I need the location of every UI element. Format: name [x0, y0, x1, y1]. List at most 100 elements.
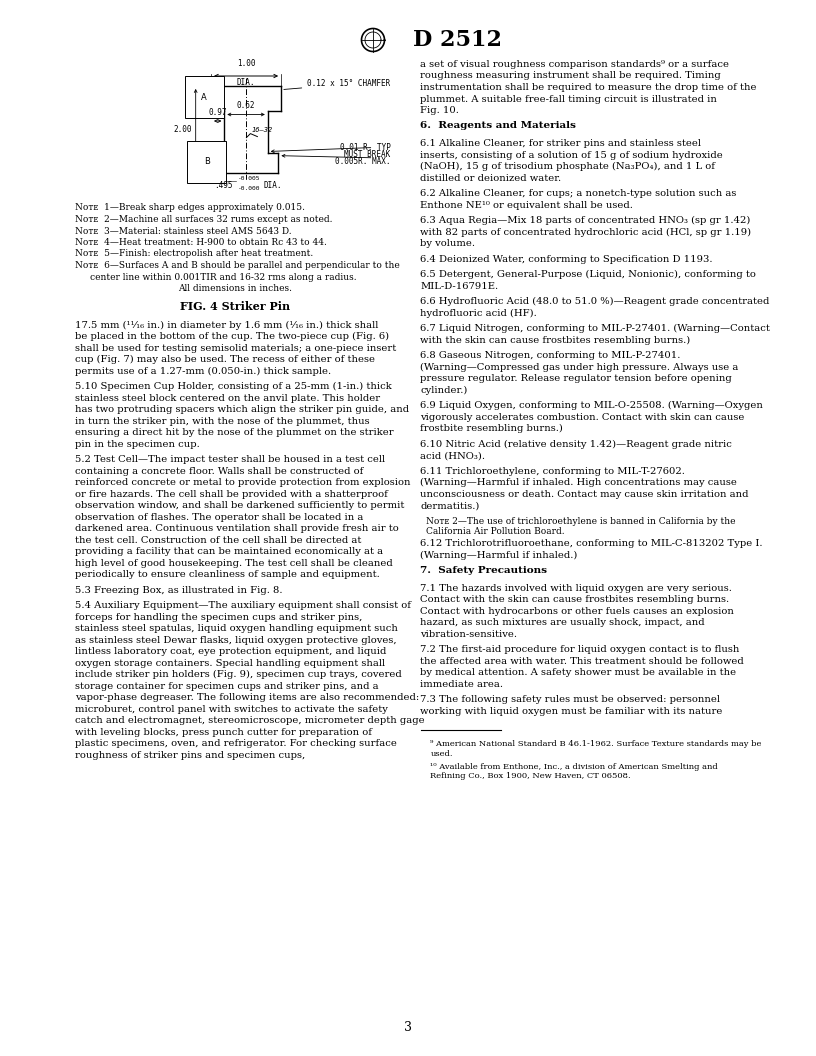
Text: Contact with the skin can cause frostbites resembling burns.: Contact with the skin can cause frostbit…	[420, 596, 730, 604]
Text: 17.5 mm (¹¹⁄₁₆ in.) in diameter by 1.6 mm (¹⁄₁₆ in.) thick shall: 17.5 mm (¹¹⁄₁₆ in.) in diameter by 1.6 m…	[75, 321, 379, 329]
Text: ensuring a direct hit by the nose of the plummet on the striker: ensuring a direct hit by the nose of the…	[75, 428, 393, 437]
Text: Fig. 10.: Fig. 10.	[420, 106, 459, 115]
Text: (Warning—Compressed gas under high pressure. Always use a: (Warning—Compressed gas under high press…	[420, 362, 738, 372]
Text: with 82 parts of concentrated hydrochloric acid (HCl, sp gr 1.19): with 82 parts of concentrated hydrochlor…	[420, 227, 752, 237]
Text: Nᴏᴛᴇ  1—Break sharp edges approximately 0.015.: Nᴏᴛᴇ 1—Break sharp edges approximately 0…	[75, 204, 305, 212]
Text: Nᴏᴛᴇ  6—Surfaces A and B should be parallel and perpendicular to the: Nᴏᴛᴇ 6—Surfaces A and B should be parall…	[75, 261, 400, 270]
Text: roughness of striker pins and specimen cups,: roughness of striker pins and specimen c…	[75, 751, 305, 759]
Text: 2.00: 2.00	[173, 126, 192, 134]
Text: 0.97: 0.97	[208, 108, 227, 117]
Text: distilled or deionized water.: distilled or deionized water.	[420, 173, 561, 183]
Text: immediate area.: immediate area.	[420, 680, 503, 689]
Text: 0.62: 0.62	[237, 101, 255, 111]
Text: the affected area with water. This treatment should be followed: the affected area with water. This treat…	[420, 657, 744, 666]
Text: Nᴏᴛᴇ  5—Finish: electropolish after heat treatment.: Nᴏᴛᴇ 5—Finish: electropolish after heat …	[75, 249, 313, 259]
Text: 0.01 R. TYP: 0.01 R. TYP	[339, 143, 391, 152]
Text: instrumentation shall be required to measure the drop time of the: instrumentation shall be required to mea…	[420, 83, 757, 92]
Text: 6.10 Nitric Acid (relative density 1.42)—Reagent grade nitric: 6.10 Nitric Acid (relative density 1.42)…	[420, 439, 733, 449]
Text: by volume.: by volume.	[420, 239, 476, 248]
Text: high level of good housekeeping. The test cell shall be cleaned: high level of good housekeeping. The tes…	[75, 559, 392, 567]
Text: -0.005: -0.005	[237, 176, 260, 182]
Text: cylinder.): cylinder.)	[420, 385, 468, 395]
Text: 7.  Safety Precautions: 7. Safety Precautions	[420, 566, 548, 576]
Text: frostbite resembling burns.): frostbite resembling burns.)	[420, 425, 563, 433]
Text: 0.005R. MAX.: 0.005R. MAX.	[335, 156, 391, 166]
Text: center line within 0.001TIR and 16-32 rms along a radius.: center line within 0.001TIR and 16-32 rm…	[90, 272, 357, 282]
Text: MUST BREAK: MUST BREAK	[344, 150, 391, 158]
Text: Nᴏᴛᴇ  3—Material: stainless steel AMS 5643 D.: Nᴏᴛᴇ 3—Material: stainless steel AMS 564…	[75, 226, 291, 235]
Text: microburet, control panel with switches to activate the safety: microburet, control panel with switches …	[75, 704, 388, 714]
Text: 0.12 x 15° CHAMFER: 0.12 x 15° CHAMFER	[284, 79, 391, 90]
Text: forceps for handling the specimen cups and striker pins,: forceps for handling the specimen cups a…	[75, 612, 362, 622]
Text: (Warning—Harmful if inhaled.): (Warning—Harmful if inhaled.)	[420, 551, 578, 560]
Text: D 2512: D 2512	[413, 29, 502, 51]
Text: FIG. 4 Striker Pin: FIG. 4 Striker Pin	[180, 301, 290, 312]
Text: 16–32: 16–32	[251, 127, 273, 133]
Text: observation window, and shall be darkened sufficiently to permit: observation window, and shall be darkene…	[75, 501, 405, 510]
Text: roughness measuring instrument shall be required. Timing: roughness measuring instrument shall be …	[420, 72, 721, 80]
Text: vibration-sensitive.: vibration-sensitive.	[420, 629, 517, 639]
Text: 6.2 Alkaline Cleaner, for cups; a nonetch-type solution such as: 6.2 Alkaline Cleaner, for cups; a nonetc…	[420, 189, 737, 199]
Text: dermatitis.): dermatitis.)	[420, 501, 480, 510]
Text: California Air Pollution Board.: California Air Pollution Board.	[425, 527, 564, 536]
Text: hydrofluoric acid (HF).: hydrofluoric acid (HF).	[420, 308, 537, 318]
Text: working with liquid oxygen must be familiar with its nature: working with liquid oxygen must be famil…	[420, 706, 723, 716]
Text: a set of visual roughness comparison standards⁹ or a surface: a set of visual roughness comparison sta…	[420, 60, 730, 69]
Text: containing a concrete floor. Walls shall be constructed of: containing a concrete floor. Walls shall…	[75, 467, 363, 475]
Text: Nᴏᴛᴇ  4—Heat treatment: H-900 to obtain Rc 43 to 44.: Nᴏᴛᴇ 4—Heat treatment: H-900 to obtain R…	[75, 238, 327, 247]
Text: .495: .495	[214, 182, 233, 190]
Text: 6.8 Gaseous Nitrogen, conforming to MIL-P-27401.: 6.8 Gaseous Nitrogen, conforming to MIL-…	[420, 351, 681, 360]
Text: All dimensions in inches.: All dimensions in inches.	[178, 284, 292, 293]
Text: reinforced concrete or metal to provide protection from explosion: reinforced concrete or metal to provide …	[75, 478, 410, 487]
Text: shall be used for testing semisolid materials; a one-piece insert: shall be used for testing semisolid mate…	[75, 343, 397, 353]
Text: B: B	[204, 157, 210, 167]
Text: with the skin can cause frostbites resembling burns.): with the skin can cause frostbites resem…	[420, 336, 691, 344]
Text: vapor-phase degreaser. The following items are also recommended:: vapor-phase degreaser. The following ite…	[75, 693, 419, 702]
Text: acid (HNO₃).: acid (HNO₃).	[420, 451, 486, 460]
Text: DIA.: DIA.	[237, 78, 255, 87]
Text: storage container for specimen cups and striker pins, and a: storage container for specimen cups and …	[75, 681, 379, 691]
Text: in turn the striker pin, with the nose of the plummet, thus: in turn the striker pin, with the nose o…	[75, 416, 370, 426]
Text: 5.3 Freezing Box, as illustrated in Fig. 8.: 5.3 Freezing Box, as illustrated in Fig.…	[75, 585, 282, 595]
Text: the test cell. Construction of the cell shall be directed at: the test cell. Construction of the cell …	[75, 535, 361, 545]
Text: cup (Fig. 7) may also be used. The recess of either of these: cup (Fig. 7) may also be used. The reces…	[75, 355, 375, 364]
Text: unconsciousness or death. Contact may cause skin irritation and: unconsciousness or death. Contact may ca…	[420, 490, 749, 498]
Text: 6.6 Hydrofluoric Acid (48.0 to 51.0 %)—Reagent grade concentrated: 6.6 Hydrofluoric Acid (48.0 to 51.0 %)—R…	[420, 297, 769, 306]
Text: 5.10 Specimen Cup Holder, consisting of a 25-mm (1-in.) thick: 5.10 Specimen Cup Holder, consisting of …	[75, 382, 392, 391]
Text: MIL-D-16791E.: MIL-D-16791E.	[420, 282, 499, 290]
Text: 6.3 Aqua Regia—Mix 18 parts of concentrated HNO₃ (sp gr 1.42): 6.3 Aqua Regia—Mix 18 parts of concentra…	[420, 216, 751, 225]
Text: (Warning—Harmful if inhaled. High concentrations may cause: (Warning—Harmful if inhaled. High concen…	[420, 478, 738, 487]
Text: 6.5 Detergent, General-Purpose (Liquid, Nonionic), conforming to: 6.5 Detergent, General-Purpose (Liquid, …	[420, 270, 756, 279]
Text: stainless steel spatulas, liquid oxygen handling equipment such: stainless steel spatulas, liquid oxygen …	[75, 624, 398, 633]
Text: Nᴏᴛᴇ  2—Machine all surfaces 32 rums except as noted.: Nᴏᴛᴇ 2—Machine all surfaces 32 rums exce…	[75, 215, 332, 224]
Text: pressure regulator. Release regulator tension before opening: pressure regulator. Release regulator te…	[420, 374, 732, 383]
Text: 6.4 Deionized Water, conforming to Specification D 1193.: 6.4 Deionized Water, conforming to Speci…	[420, 254, 713, 264]
Text: as stainless steel Dewar flasks, liquid oxygen protective gloves,: as stainless steel Dewar flasks, liquid …	[75, 636, 397, 644]
Text: catch and electromagnet, stereomicroscope, micrometer depth gage: catch and electromagnet, stereomicroscop…	[75, 716, 424, 725]
Text: DIA.: DIA.	[264, 182, 282, 190]
Text: pin in the specimen cup.: pin in the specimen cup.	[75, 439, 200, 449]
Text: 7.2 The first-aid procedure for liquid oxygen contact is to flush: 7.2 The first-aid procedure for liquid o…	[420, 645, 740, 655]
Text: with leveling blocks, press punch cutter for preparation of: with leveling blocks, press punch cutter…	[75, 728, 372, 736]
Text: plummet. A suitable free-fall timing circuit is illustrated in: plummet. A suitable free-fall timing cir…	[420, 94, 717, 103]
Text: 6.  Reagents and Materials: 6. Reagents and Materials	[420, 121, 576, 131]
Text: be placed in the bottom of the cup. The two-piece cup (Fig. 6): be placed in the bottom of the cup. The …	[75, 332, 389, 341]
Text: providing a facility that can be maintained economically at a: providing a facility that can be maintai…	[75, 547, 384, 557]
Text: permits use of a 1.27-mm (0.050-in.) thick sample.: permits use of a 1.27-mm (0.050-in.) thi…	[75, 366, 331, 376]
Text: oxygen storage containers. Special handling equipment shall: oxygen storage containers. Special handl…	[75, 659, 385, 667]
Text: plastic specimens, oven, and refrigerator. For checking surface: plastic specimens, oven, and refrigerato…	[75, 739, 397, 748]
Text: inserts, consisting of a solution of 15 g of sodium hydroxide: inserts, consisting of a solution of 15 …	[420, 151, 723, 159]
Text: Enthone NE¹⁰ or equivalent shall be used.: Enthone NE¹⁰ or equivalent shall be used…	[420, 201, 633, 209]
Text: 6.7 Liquid Nitrogen, conforming to MIL-P-27401. (Warning—Contact: 6.7 Liquid Nitrogen, conforming to MIL-P…	[420, 324, 770, 333]
Text: 1.00: 1.00	[237, 59, 255, 68]
Text: has two protruding spacers which align the striker pin guide, and: has two protruding spacers which align t…	[75, 406, 409, 414]
Text: hazard, as such mixtures are usually shock, impact, and: hazard, as such mixtures are usually sho…	[420, 619, 705, 627]
Text: 5.2 Test Cell—The impact tester shall be housed in a test cell: 5.2 Test Cell—The impact tester shall be…	[75, 455, 385, 464]
Text: include striker pin holders (Fig. 9), specimen cup trays, covered: include striker pin holders (Fig. 9), sp…	[75, 670, 401, 679]
Text: 7.1 The hazards involved with liquid oxygen are very serious.: 7.1 The hazards involved with liquid oxy…	[420, 584, 733, 592]
Text: 6.11 Trichloroethylene, conforming to MIL-T-27602.: 6.11 Trichloroethylene, conforming to MI…	[420, 467, 685, 475]
Text: by medical attention. A safety shower must be available in the: by medical attention. A safety shower mu…	[420, 668, 737, 677]
Text: darkened area. Continuous ventilation shall provide fresh air to: darkened area. Continuous ventilation sh…	[75, 524, 399, 533]
Text: observation of flashes. The operator shall be located in a: observation of flashes. The operator sha…	[75, 512, 363, 522]
Text: Contact with hydrocarbons or other fuels causes an explosion: Contact with hydrocarbons or other fuels…	[420, 607, 734, 616]
